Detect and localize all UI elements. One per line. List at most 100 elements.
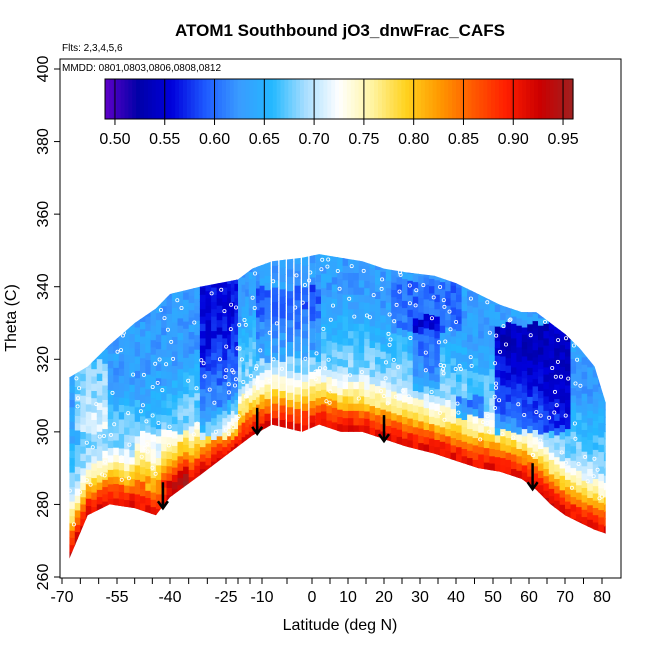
- heatmap-cell: [256, 273, 263, 282]
- heatmap-cell: [279, 404, 286, 413]
- heatmap-cell: [505, 415, 512, 424]
- heatmap-cell: [434, 286, 441, 295]
- measurement-point: [453, 366, 458, 371]
- heatmap-cell: [581, 363, 588, 372]
- colorbar-segment: [569, 79, 574, 119]
- heatmap-cell: [554, 318, 561, 327]
- heatmap-cell: [489, 455, 496, 464]
- heatmap-cell: [559, 387, 566, 396]
- heatmap-cell: [439, 324, 446, 333]
- heatmap-cell: [532, 472, 539, 481]
- heatmap-cell: [461, 433, 468, 442]
- heatmap-cell: [264, 267, 271, 276]
- heatmap-cell: [227, 319, 234, 328]
- heatmap-cell: [102, 450, 109, 459]
- measurement-point: [438, 284, 443, 289]
- heatmap-cell: [407, 316, 414, 325]
- heatmap-cell: [500, 341, 507, 350]
- heatmap-cell: [96, 503, 103, 512]
- heatmap-cell: [364, 381, 371, 390]
- heatmap-cell: [375, 378, 382, 387]
- heatmap-cell: [391, 434, 398, 443]
- heatmap-cell: [434, 264, 441, 273]
- colorbar-segment: [393, 79, 399, 119]
- heatmap-cell: [188, 316, 195, 325]
- heatmap-cell: [402, 394, 409, 403]
- heatmap-cell: [538, 368, 545, 377]
- heatmap-cell: [321, 280, 328, 289]
- heatmap-cell: [124, 463, 131, 472]
- heatmap-cell: [532, 414, 539, 423]
- heatmap-cell: [375, 363, 382, 372]
- heatmap-cell: [188, 374, 195, 383]
- heatmap-cell: [91, 513, 98, 522]
- heatmap-cell: [559, 504, 566, 513]
- heatmap-cell: [434, 366, 441, 375]
- heatmap-cell: [118, 433, 125, 442]
- heatmap-cell: [248, 271, 255, 280]
- heatmap-cell: [326, 412, 333, 421]
- heatmap-cell: [429, 394, 436, 403]
- colorbar-segment: [194, 79, 200, 119]
- heatmap-cell: [331, 269, 338, 278]
- heatmap-cell: [331, 261, 338, 270]
- measurement-point: [226, 390, 231, 395]
- colorbar-segment: [268, 79, 274, 119]
- heatmap-cell: [450, 444, 457, 453]
- measurement-point: [398, 272, 403, 277]
- heatmap-cell: [587, 388, 594, 397]
- heatmap-cell: [74, 531, 81, 540]
- heatmap-cell: [85, 439, 92, 448]
- heatmap-cell: [461, 281, 468, 290]
- heatmap-cell: [205, 341, 212, 350]
- heatmap-cell: [264, 398, 271, 407]
- heatmap-cell: [326, 246, 332, 254]
- heatmap-cell: [439, 433, 446, 442]
- heatmap-cell: [171, 328, 179, 337]
- heatmap-cell: [245, 332, 252, 341]
- heatmap-cell: [587, 482, 594, 491]
- measurement-point: [271, 279, 276, 284]
- heatmap-cell: [129, 347, 136, 356]
- heatmap-cell: [402, 263, 409, 272]
- heatmap-cell: [358, 254, 365, 259]
- heatmap-cell: [264, 318, 271, 327]
- heatmap-cell: [494, 347, 501, 356]
- heatmap-cell: [279, 419, 286, 428]
- heatmap-cell: [391, 441, 398, 450]
- heatmap-cell: [407, 308, 414, 317]
- heatmap-cells: [69, 246, 606, 559]
- measurement-point: [379, 286, 384, 291]
- measurement-point: [209, 291, 214, 296]
- heatmap-cell: [145, 511, 152, 520]
- colorbar-segment: [471, 79, 477, 119]
- measurement-point: [235, 346, 240, 351]
- heatmap-cell: [188, 367, 195, 376]
- heatmap-cell: [461, 274, 468, 283]
- heatmap-cell: [337, 263, 344, 272]
- measurement-point: [317, 366, 322, 371]
- heatmap-cell: [576, 368, 583, 377]
- heatmap-cell: [230, 315, 237, 324]
- heatmap-cell: [603, 532, 606, 541]
- heatmap-cell: [309, 262, 316, 271]
- heatmap-cell: [500, 442, 507, 451]
- heatmap-cell: [279, 288, 286, 297]
- measurement-point: [599, 494, 604, 499]
- heatmap-cell: [478, 373, 485, 382]
- heatmap-cell: [315, 382, 322, 391]
- heatmap-cell: [155, 508, 163, 517]
- heatmap-cell: [264, 282, 271, 291]
- heatmap-cell: [272, 264, 279, 273]
- heatmap-cell: [96, 387, 103, 396]
- heatmap-cell: [538, 397, 545, 406]
- heatmap-cell: [245, 303, 252, 312]
- heatmap-cell: [554, 470, 561, 479]
- heatmap-cell: [96, 380, 103, 389]
- heatmap-cell: [538, 419, 545, 428]
- heatmap-cell: [129, 492, 136, 501]
- heatmap-cell: [456, 446, 463, 455]
- heatmap-cell: [565, 370, 572, 379]
- heatmap-cell: [348, 286, 355, 295]
- heatmap-cell: [205, 355, 212, 364]
